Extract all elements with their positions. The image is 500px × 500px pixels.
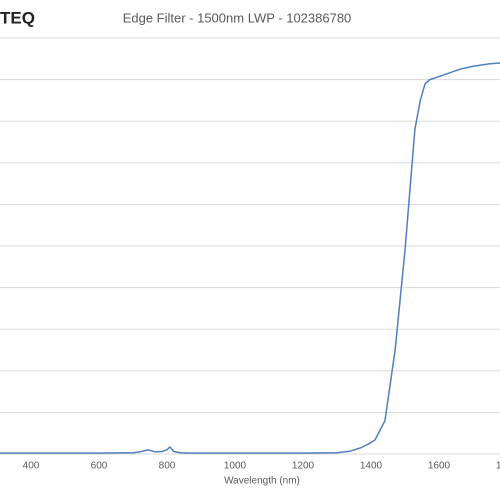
logo: TEQ (0, 8, 35, 27)
x-axis-label: Wavelength (nm) (224, 476, 300, 487)
chart-title: Edge Filter - 1500nm LWP - 102386780 (123, 10, 352, 25)
x-tick-label: 1200 (292, 461, 315, 472)
x-tick-label: 1400 (360, 461, 383, 472)
x-tick-label: 600 (91, 461, 108, 472)
x-tick-label: 400 (23, 461, 40, 472)
x-tick-label: 1800 (496, 461, 500, 472)
x-tick-label: 800 (159, 461, 176, 472)
x-tick-label: 1600 (428, 461, 451, 472)
data-line (0, 62, 500, 454)
x-tick-label: 1000 (224, 461, 247, 472)
